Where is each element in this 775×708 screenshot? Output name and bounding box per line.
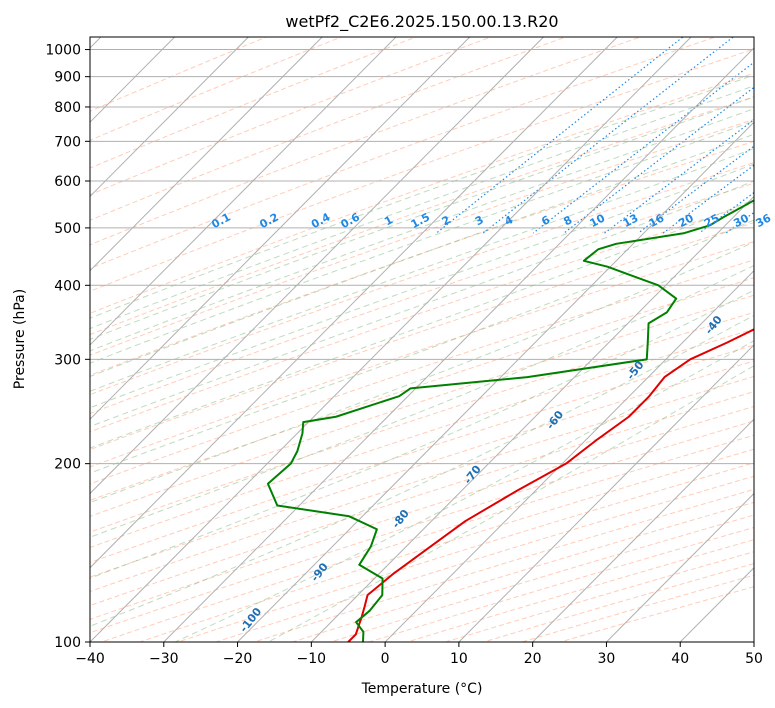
- dry-adiabat: [90, 202, 754, 433]
- mixing-ratio-label: 10: [588, 211, 608, 230]
- y-tick-label: 700: [54, 134, 81, 150]
- mixing-ratio-label: 20: [676, 211, 696, 230]
- dry-adiabat: [90, 37, 642, 246]
- dry-adiabat: [90, 162, 754, 396]
- x-tick-label: −20: [223, 651, 253, 667]
- mixing-ratio-label: 30: [731, 211, 751, 230]
- mixing-ratio-label: 16: [647, 211, 667, 230]
- grid-lines: [90, 37, 754, 642]
- moist-adiabat: [268, 365, 754, 642]
- moist-adiabat: [90, 265, 754, 538]
- isotherm: [606, 492, 754, 642]
- dry-adiabat: [90, 37, 493, 196]
- y-tick-label: 900: [54, 70, 81, 86]
- x-axis: −40 −30 −20 −10 0 10 20 30 40 50: [75, 642, 763, 667]
- dry-adiabat: [90, 391, 754, 607]
- background-lines: [90, 37, 754, 642]
- isotherm: [90, 37, 544, 495]
- isotherm: [458, 344, 754, 642]
- isotherm: [90, 37, 471, 420]
- moist-adiabat: [90, 74, 754, 319]
- isotherm: [237, 121, 754, 642]
- y-tick-label: 1000: [45, 43, 81, 59]
- x-tick-label: −30: [149, 651, 179, 667]
- dewpoint-line: [266, 199, 754, 642]
- isotherm: [90, 37, 323, 272]
- x-tick-label: 20: [524, 651, 542, 667]
- temperature-line: [347, 328, 754, 642]
- moist-adiabat: [90, 199, 754, 449]
- isotherm: [90, 37, 692, 642]
- y-tick-label: 800: [54, 100, 81, 116]
- moist-adiabat: [90, 96, 754, 340]
- isotherm: [90, 37, 618, 569]
- x-axis-label: Temperature (°C): [361, 681, 483, 697]
- x-tick-label: 30: [598, 651, 616, 667]
- mixing-ratio-line: [482, 37, 735, 234]
- y-axis: 100 200 300 400 500 600 700 800 900 1000: [45, 43, 90, 651]
- y-tick-label: 200: [54, 457, 81, 473]
- mixing-ratio-label: 36: [754, 211, 774, 230]
- moist-adiabat: [90, 180, 754, 428]
- moist-adiabat: [90, 314, 754, 627]
- chart-title: wetPf2_C2E6.2025.150.00.13.R20: [285, 12, 558, 32]
- plot-area: [90, 37, 754, 642]
- moist-adiabat: [90, 163, 754, 409]
- dry-adiabat: [90, 96, 754, 336]
- x-tick-label: −40: [75, 651, 105, 667]
- isotherm: [532, 418, 754, 642]
- moist-adiabat: [90, 241, 754, 504]
- y-axis-label: Pressure (hPa): [12, 289, 28, 389]
- x-tick-label: 40: [671, 651, 689, 667]
- moist-adiabat: [90, 85, 754, 330]
- dry-adiabat: [90, 37, 343, 141]
- isotherm: [90, 37, 397, 346]
- x-tick-label: 50: [745, 651, 763, 667]
- moist-adiabat: [90, 289, 754, 579]
- mixing-ratio-line: [435, 37, 684, 234]
- isotherm: [310, 195, 754, 642]
- mixing-ratio-label: 13: [621, 211, 641, 230]
- series-lines: [266, 199, 754, 642]
- mixing-ratio-line: [532, 61, 754, 234]
- plot-frame: [89, 36, 755, 643]
- y-tick-label: 500: [54, 221, 81, 237]
- dry-adiabat: [90, 48, 754, 292]
- isotherm: [90, 37, 249, 198]
- y-tick-label: 400: [54, 278, 81, 294]
- dry-adiabat: [90, 37, 717, 269]
- isotherm: [384, 269, 754, 642]
- x-tick-label: 10: [450, 651, 468, 667]
- isotherm: [163, 47, 754, 642]
- moist-adiabat: [90, 147, 754, 392]
- y-tick-label: 100: [54, 635, 81, 651]
- y-tick-label: 600: [54, 174, 81, 190]
- x-tick-label: −10: [297, 651, 327, 667]
- y-tick-label: 300: [54, 352, 81, 368]
- mixing-ratio-label: 25: [702, 211, 722, 230]
- moist-adiabat: [90, 108, 754, 352]
- dry-adiabat: [90, 182, 754, 415]
- x-tick-label: 0: [381, 651, 390, 667]
